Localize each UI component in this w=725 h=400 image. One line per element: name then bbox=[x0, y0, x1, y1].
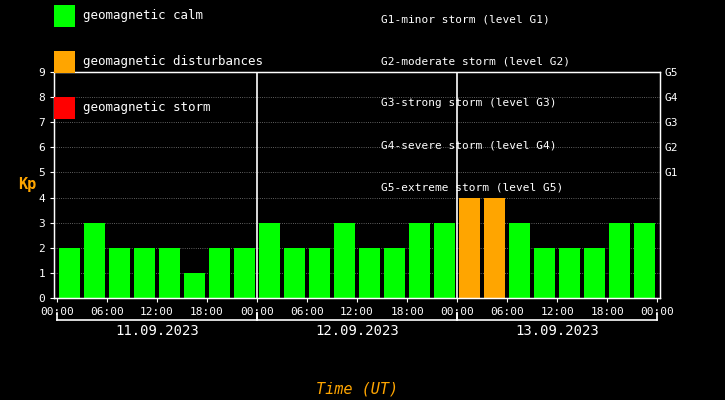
Bar bbox=[384, 248, 405, 298]
Bar bbox=[134, 248, 154, 298]
Bar bbox=[560, 248, 580, 298]
Bar bbox=[510, 223, 530, 298]
Bar bbox=[284, 248, 304, 298]
Bar bbox=[160, 248, 180, 298]
Bar bbox=[59, 248, 80, 298]
Text: G1-minor storm (level G1): G1-minor storm (level G1) bbox=[381, 14, 550, 24]
Bar bbox=[260, 223, 280, 298]
Text: geomagnetic calm: geomagnetic calm bbox=[83, 10, 204, 22]
Bar bbox=[184, 273, 204, 298]
Bar bbox=[210, 248, 230, 298]
Text: 11.09.2023: 11.09.2023 bbox=[115, 324, 199, 338]
Bar bbox=[109, 248, 130, 298]
Bar bbox=[84, 223, 104, 298]
Bar bbox=[634, 223, 655, 298]
Text: geomagnetic storm: geomagnetic storm bbox=[83, 102, 211, 114]
Bar bbox=[310, 248, 330, 298]
Bar bbox=[334, 223, 355, 298]
Bar bbox=[534, 248, 555, 298]
Text: Time (UT): Time (UT) bbox=[316, 381, 398, 396]
Text: G3-strong storm (level G3): G3-strong storm (level G3) bbox=[381, 98, 556, 108]
Text: 12.09.2023: 12.09.2023 bbox=[315, 324, 399, 338]
Bar bbox=[460, 198, 480, 298]
Bar bbox=[234, 248, 254, 298]
Y-axis label: Kp: Kp bbox=[18, 178, 36, 192]
Text: G5-extreme storm (level G5): G5-extreme storm (level G5) bbox=[381, 182, 563, 192]
Bar bbox=[610, 223, 630, 298]
Bar bbox=[360, 248, 380, 298]
Bar bbox=[584, 248, 605, 298]
Text: G2-moderate storm (level G2): G2-moderate storm (level G2) bbox=[381, 56, 570, 66]
Text: 13.09.2023: 13.09.2023 bbox=[515, 324, 599, 338]
Bar bbox=[484, 198, 505, 298]
Bar bbox=[410, 223, 430, 298]
Text: G4-severe storm (level G4): G4-severe storm (level G4) bbox=[381, 140, 556, 150]
Text: geomagnetic disturbances: geomagnetic disturbances bbox=[83, 56, 263, 68]
Bar bbox=[434, 223, 455, 298]
